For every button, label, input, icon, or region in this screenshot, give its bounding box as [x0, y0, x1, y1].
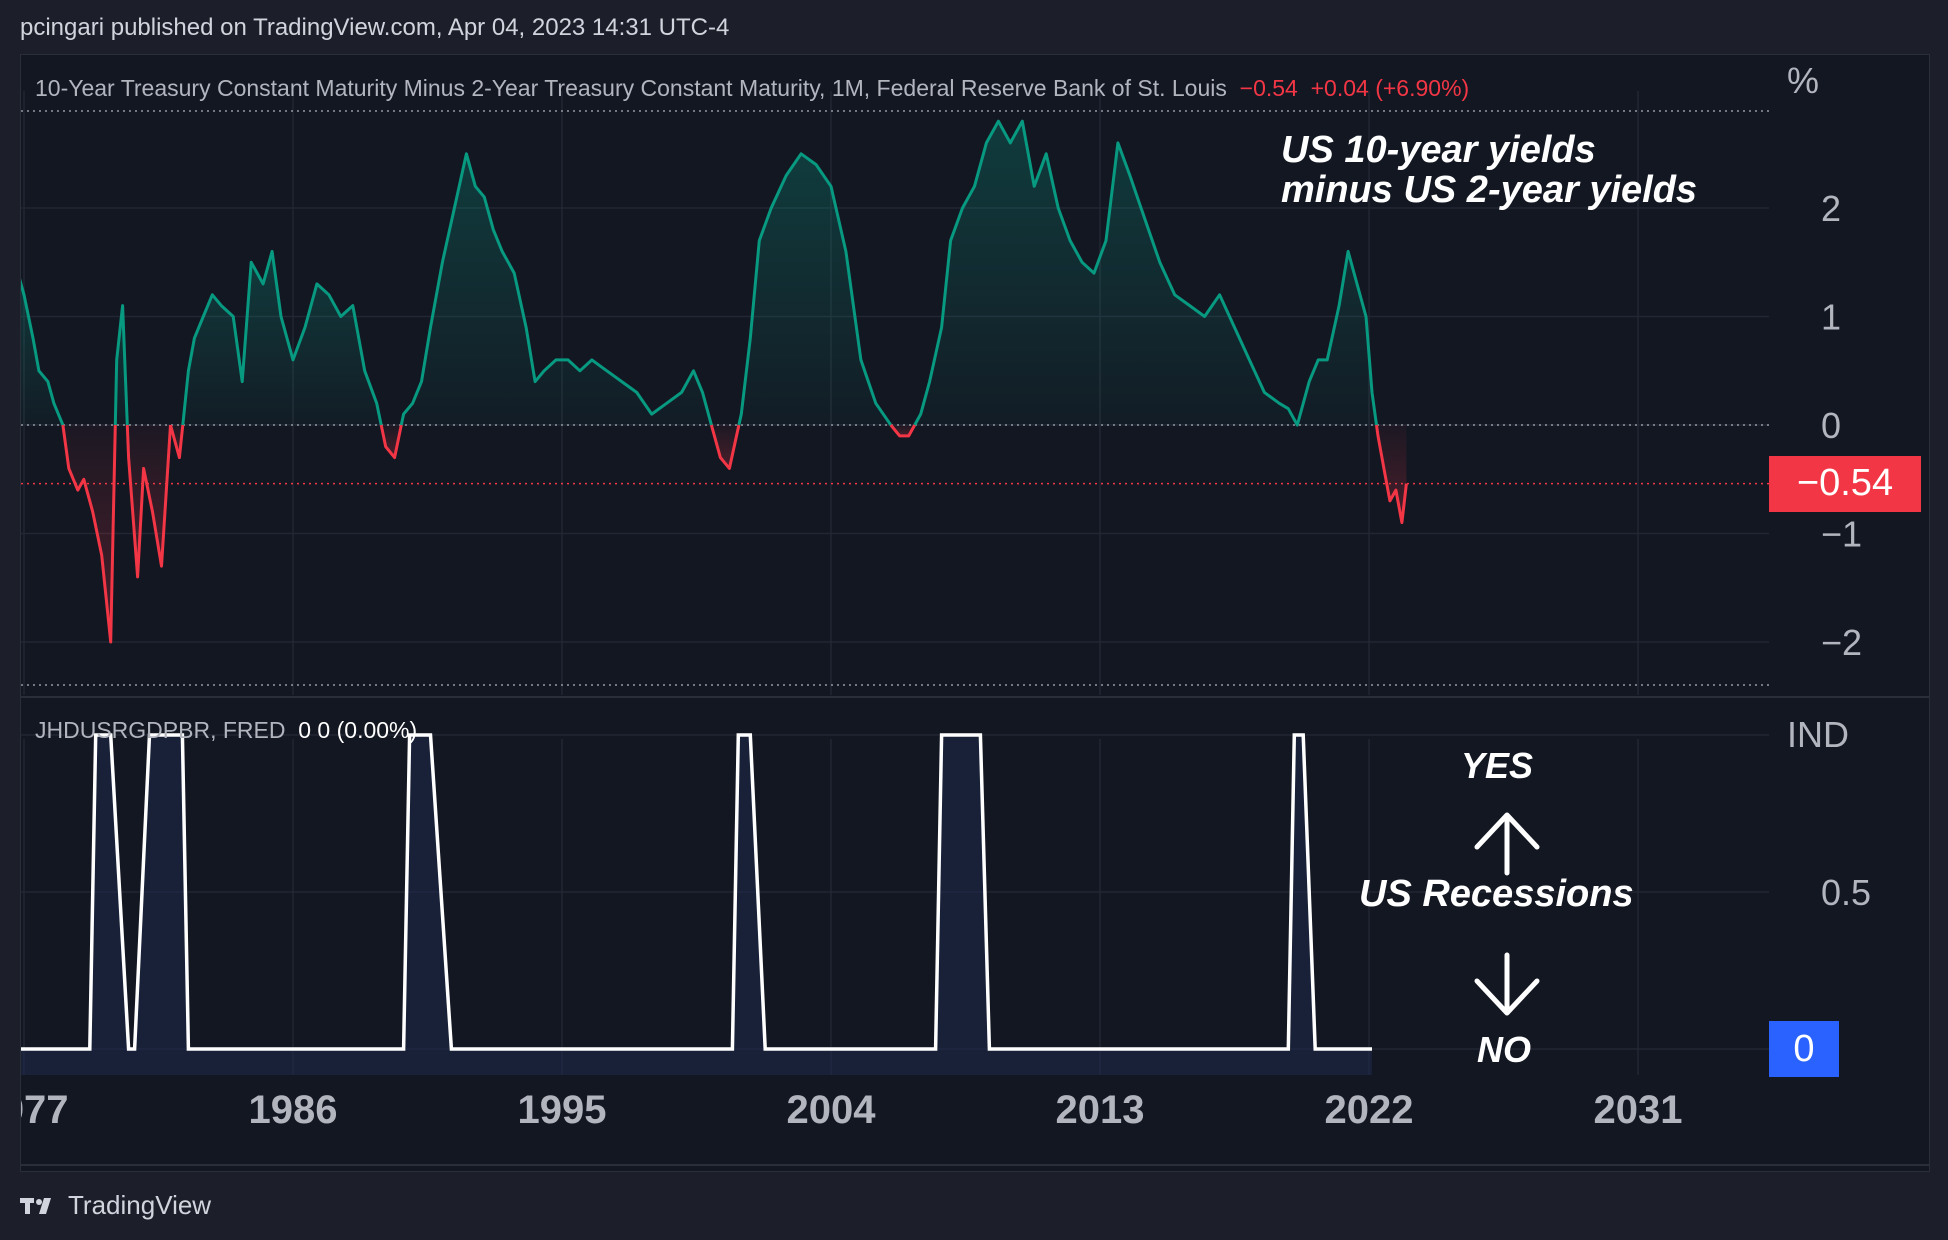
x-tick-label: 2013 — [1056, 1088, 1145, 1132]
arrow-up-icon — [1474, 812, 1540, 876]
recession-area — [21, 735, 1372, 1075]
y-axis-unit-bottom: IND — [1787, 714, 1849, 755]
y-tick-label-top: 0 — [1821, 405, 1841, 446]
top-legend-value: −0.54 — [1239, 75, 1298, 101]
top-legend-title: 10-Year Treasury Constant Maturity Minus… — [35, 75, 1227, 101]
bottom-legend-values: 0 0 (0.00%) — [298, 717, 418, 743]
spread-area-positive — [914, 121, 1377, 425]
spread-area-negative — [1376, 425, 1407, 523]
x-tick-label: 2004 — [787, 1088, 877, 1132]
x-tick-label: 2022 — [1325, 1088, 1414, 1132]
chart-frame[interactable]: 2 1 0 −1 −2% 0.5 IND 1977 1986 1995 2004 2013 2022 20… — [20, 54, 1930, 1172]
spread-line-positive — [737, 152, 893, 426]
annotation-yes: YES — [1461, 745, 1534, 786]
footer-brand-label: TradingView — [68, 1190, 212, 1220]
y-axis-unit-top: % — [1787, 60, 1819, 101]
chart-canvas[interactable]: 2 1 0 −1 −2% 0.5 IND 1977 1986 1995 2004 2013 2022 20… — [21, 55, 1929, 1171]
tradingview-logo-icon — [20, 1197, 51, 1214]
annotation-spread-line1: US 10-year yields — [1281, 129, 1596, 171]
recession-line — [21, 733, 1372, 1051]
spread-line-positive — [113, 304, 129, 426]
spread-area-positive — [401, 153, 712, 426]
y-tick-label-top: 2 — [1821, 188, 1841, 229]
x-tick-label: 1995 — [518, 1088, 607, 1132]
x-tick-label: 2031 — [1594, 1088, 1683, 1132]
arrow-down-icon — [1474, 952, 1540, 1016]
y-tick-label-top: −2 — [1821, 622, 1862, 663]
top-legend: 10-Year Treasury Constant Maturity Minus… — [35, 75, 1469, 102]
bottom-legend-title: JHDUSRGDPBR, FRED — [35, 717, 286, 743]
x-tick-label: 1986 — [249, 1088, 338, 1132]
spread-area-negative — [711, 425, 739, 469]
bottom-legend: JHDUSRGDPBR, FRED 0 0 (0.00%) — [35, 717, 417, 744]
spread-line-negative — [61, 424, 117, 644]
spread-line-negative — [125, 424, 172, 579]
spread-area-positive — [115, 305, 128, 425]
y-tick-label-top: −1 — [1821, 514, 1862, 555]
spread-line-positive — [181, 249, 383, 426]
spread-area-negative — [381, 425, 402, 458]
y-tick-label-bottom: 0.5 — [1821, 872, 1871, 913]
last-value-tag-spread: −0.54 — [1769, 455, 1921, 512]
spread-area-positive — [182, 251, 382, 425]
footer-brand[interactable]: TradingView — [20, 1190, 211, 1221]
spread-area-negative — [62, 425, 116, 642]
x-tick-label: 1977 — [21, 1088, 68, 1132]
spread-area-positive — [738, 153, 891, 426]
annotation-spread-line2: minus US 2-year yields — [1281, 169, 1698, 211]
annotation-no: NO — [1477, 1029, 1531, 1070]
last-value-tag-recession: 0 — [1769, 1021, 1839, 1077]
spread-line-positive — [913, 119, 1378, 427]
spread-line-positive — [21, 278, 65, 426]
spread-area-negative — [127, 425, 171, 577]
spread-line-negative — [169, 424, 185, 460]
spread-area-positive — [21, 283, 63, 425]
spread-line-negative — [709, 424, 741, 470]
annotation-recessions: US Recessions — [1359, 873, 1634, 915]
y-tick-label-top: 1 — [1821, 297, 1841, 338]
published-by: pcingari published on TradingView.com, A… — [20, 14, 730, 41]
spread-line-negative — [889, 424, 917, 438]
spread-line-negative — [379, 424, 403, 460]
spread-line-negative — [1375, 424, 1408, 525]
spread-line-positive — [399, 152, 713, 426]
top-legend-change: +0.04 (+6.90%) — [1310, 75, 1470, 101]
